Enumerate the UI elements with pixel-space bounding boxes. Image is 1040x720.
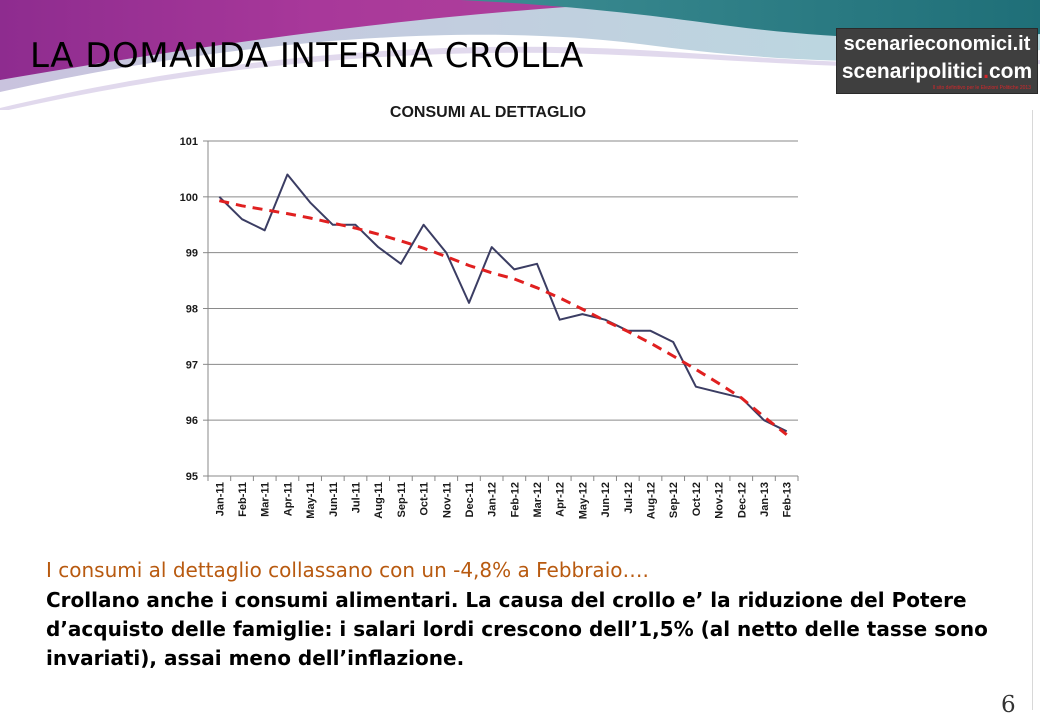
- x-tick-label: Mar-11: [260, 482, 272, 517]
- logo-line-2-tail: com: [988, 60, 1033, 83]
- logo-line-2: scenaripolitici.com: [837, 60, 1037, 84]
- y-tick-label: 97: [186, 359, 198, 371]
- x-tick-label: Nov-12: [714, 482, 726, 519]
- x-tick-label: Feb-13: [782, 482, 794, 517]
- x-tick-label: Jun-12: [600, 482, 612, 517]
- trend-line: [218, 199, 788, 436]
- x-tick-label: Oct-12: [691, 482, 703, 516]
- chart-series: [218, 173, 788, 436]
- x-tick-label: Jun-11: [328, 482, 340, 517]
- y-tick-label: 98: [186, 304, 198, 316]
- x-tick-label: Dec-11: [464, 482, 476, 517]
- x-tick-label: Mar-12: [532, 482, 544, 517]
- slide-border: [1032, 110, 1033, 710]
- slide-number: 6: [1001, 692, 1016, 718]
- logo-line-1: scenarieconomici.it: [843, 33, 1031, 55]
- x-tick-label: Aug-11: [373, 482, 385, 519]
- y-tick-label: 95: [186, 471, 198, 483]
- caption-body: Crollano anche i consumi alimentari. La …: [46, 588, 988, 670]
- series-line: [218, 173, 788, 433]
- x-tick-label: Sep-12: [668, 482, 680, 518]
- x-tick-label: Feb-11: [237, 482, 249, 517]
- logo-tagline: Il sito definitivo per le Elezioni Polit…: [932, 85, 1031, 91]
- line-chart: CONSUMI AL DETTAGLIO 95 96 97 98 99 100 101 Ja…: [180, 104, 799, 519]
- chart-gridlines: [208, 140, 798, 421]
- y-axis: 95 96 97 98 99 100 101: [180, 136, 209, 483]
- x-tick-label: Sep-11: [396, 482, 408, 517]
- x-tick-label: May-11: [305, 482, 317, 519]
- x-tick-label: Dec-12: [736, 482, 748, 518]
- caption-highlight: I consumi al dettaglio collassano con un…: [46, 558, 649, 582]
- x-tick-label: Nov-11: [441, 482, 453, 518]
- x-tick-label: Feb-12: [509, 482, 521, 517]
- slide-title: LA DOMANDA INTERNA CROLLA: [30, 36, 584, 76]
- x-tick-label: Jul-12: [623, 482, 635, 514]
- x-tick-label: May-12: [577, 482, 589, 519]
- x-tick-label: Aug-12: [646, 482, 658, 519]
- logo-line-2-dot: .: [983, 60, 989, 83]
- x-tick-label: Apr-12: [555, 482, 567, 517]
- x-tick-label: Jul-11: [351, 482, 363, 513]
- logo-line-2-main: scenaripolitici: [841, 60, 984, 83]
- x-tick-label: Jan-13: [759, 482, 771, 517]
- chart-title: CONSUMI AL DETTAGLIO: [390, 104, 586, 121]
- y-tick-label: 99: [186, 248, 198, 260]
- x-tick-label: Oct-11: [419, 482, 431, 516]
- site-logo: scenarieconomici.it scenaripolitici.com …: [836, 28, 1038, 94]
- y-tick-label: 101: [180, 136, 198, 148]
- x-tick-label: Apr-11: [282, 482, 294, 516]
- y-tick-label: 96: [186, 415, 198, 427]
- y-tick-label: 100: [180, 192, 198, 204]
- x-tick-label: Jan-11: [214, 482, 226, 516]
- x-axis: Jan-11 Feb-11 Mar-11 Apr-11 May-11 Jun-11 Jul-…: [207, 475, 799, 519]
- x-tick-label: Jan-12: [487, 482, 499, 517]
